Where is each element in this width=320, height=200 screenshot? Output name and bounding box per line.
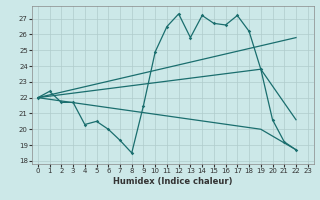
X-axis label: Humidex (Indice chaleur): Humidex (Indice chaleur) xyxy=(113,177,233,186)
